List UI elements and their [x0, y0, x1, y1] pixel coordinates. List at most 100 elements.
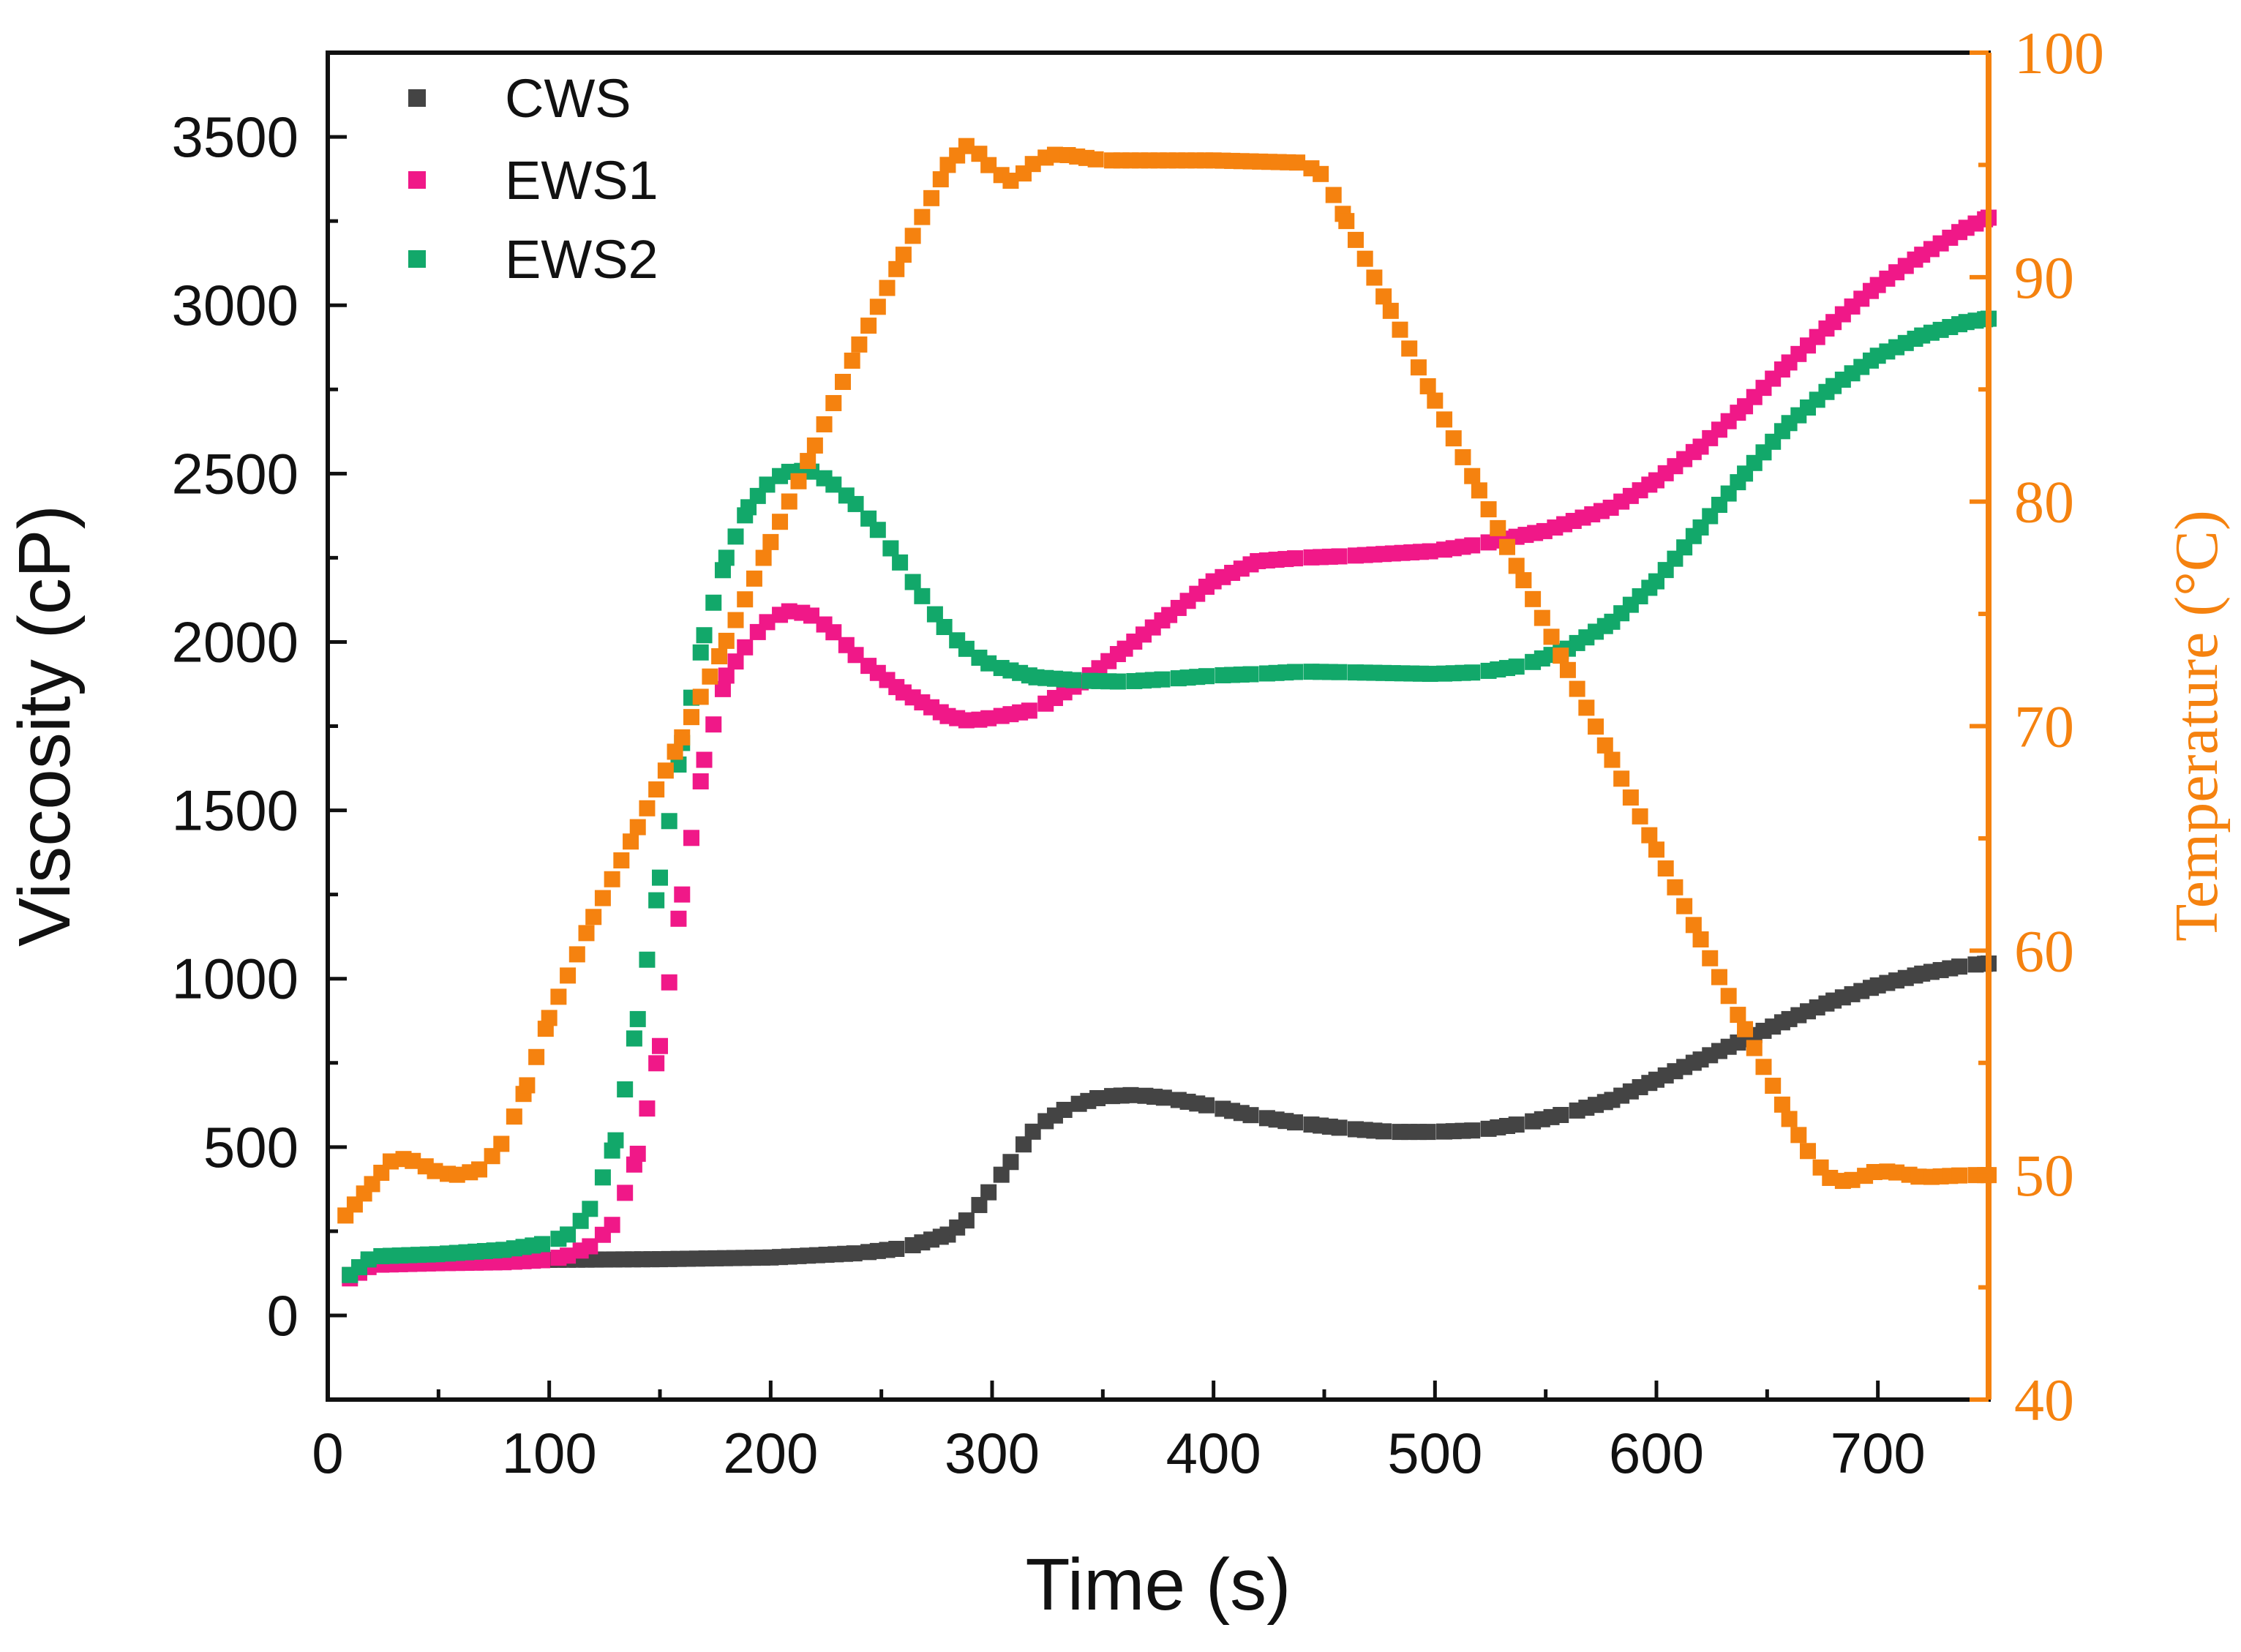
- y2-tick-label: 50: [2014, 1142, 2074, 1209]
- data-point: [1553, 1106, 1569, 1123]
- data-point: [888, 1240, 905, 1257]
- data-point: [825, 394, 842, 411]
- data-point: [1464, 468, 1481, 484]
- data-point: [1356, 250, 1373, 267]
- data-point: [980, 1184, 997, 1201]
- data-point: [1790, 1127, 1807, 1144]
- data-point: [1198, 1097, 1215, 1114]
- data-point: [674, 886, 691, 903]
- data-point: [1641, 827, 1658, 844]
- data-point: [519, 1077, 536, 1094]
- series-cws: [342, 955, 1997, 1283]
- data-point: [762, 533, 779, 550]
- data-point: [617, 1184, 634, 1201]
- series-ews1: [342, 209, 1997, 1287]
- legend-marker-cws: [408, 89, 426, 107]
- data-point: [1613, 770, 1630, 787]
- x-axis-title: Time (s): [1026, 1544, 1291, 1626]
- data-point: [448, 1166, 465, 1183]
- data-point: [1015, 1136, 1032, 1153]
- data-point: [1596, 737, 1613, 754]
- data-point: [1569, 680, 1585, 697]
- y2-axis-title: Temperature (°C): [2163, 510, 2231, 942]
- data-point: [816, 416, 833, 432]
- data-point: [639, 800, 656, 816]
- y2-tick-label: 60: [2014, 917, 2074, 984]
- data-point: [1422, 666, 1438, 683]
- data-point: [737, 639, 754, 656]
- data-point: [1242, 666, 1259, 683]
- data-point: [604, 871, 620, 887]
- data-point: [578, 925, 595, 942]
- data-point: [844, 352, 860, 369]
- data-point: [980, 655, 997, 672]
- data-point: [803, 607, 820, 624]
- series-ews2: [342, 310, 1997, 1283]
- data-point: [1508, 658, 1525, 675]
- data-point: [1198, 668, 1215, 685]
- data-point: [657, 762, 674, 779]
- data-point: [1401, 340, 1418, 357]
- data-point: [888, 260, 905, 277]
- data-point: [1534, 609, 1550, 626]
- series-temperature: [337, 138, 1997, 1224]
- y-axis-title: Viscosity (cP): [4, 505, 86, 947]
- data-point: [1657, 860, 1674, 877]
- data-point: [1002, 173, 1019, 189]
- data-point: [714, 562, 731, 579]
- x-tick-label: 0: [312, 1421, 343, 1485]
- data-point: [958, 640, 975, 657]
- data-point: [1604, 751, 1621, 768]
- data-point: [667, 743, 683, 760]
- x-tick-label: 600: [1609, 1421, 1704, 1485]
- data-point: [1445, 430, 1462, 447]
- data-point: [639, 1100, 656, 1117]
- data-series-layer: [337, 138, 1997, 1287]
- data-point: [696, 751, 713, 768]
- data-point: [582, 1238, 598, 1255]
- data-point: [1508, 557, 1525, 574]
- data-point: [980, 710, 997, 726]
- data-point: [1648, 841, 1664, 858]
- data-point: [629, 819, 646, 836]
- data-point: [914, 587, 931, 604]
- data-point: [1154, 671, 1171, 688]
- legend: CWS EWS1 EWS2: [408, 68, 658, 290]
- data-point: [617, 1081, 634, 1098]
- data-point: [674, 729, 691, 746]
- data-point: [1553, 647, 1569, 664]
- data-point: [582, 1201, 598, 1217]
- data-point: [1765, 1078, 1782, 1095]
- x-tick-label: 300: [945, 1421, 1040, 1485]
- data-point: [560, 1247, 577, 1264]
- data-point: [1325, 187, 1342, 203]
- data-point: [626, 1030, 642, 1047]
- data-point: [1313, 165, 1329, 182]
- data-point: [1685, 917, 1702, 934]
- data-point: [528, 1048, 545, 1065]
- data-point: [1287, 664, 1304, 680]
- data-point: [533, 1236, 550, 1253]
- data-point: [1289, 154, 1306, 171]
- data-point: [360, 1251, 377, 1268]
- data-point: [1471, 482, 1487, 499]
- data-point: [958, 712, 975, 729]
- data-point: [1422, 543, 1438, 560]
- data-point: [1737, 1021, 1754, 1037]
- x-tick-label: 100: [502, 1421, 597, 1485]
- data-point: [718, 632, 735, 649]
- data-point: [904, 228, 921, 244]
- data-point: [652, 1037, 668, 1054]
- y-tick-label: 1000: [171, 947, 299, 1011]
- data-point: [670, 756, 687, 773]
- data-point: [533, 1252, 550, 1269]
- data-point: [1375, 288, 1392, 305]
- data-point: [661, 813, 677, 830]
- data-point: [851, 336, 868, 353]
- data-point: [705, 716, 722, 733]
- data-point: [1490, 519, 1506, 536]
- data-point: [585, 909, 602, 926]
- data-point: [1109, 673, 1126, 690]
- data-point: [1888, 1164, 1905, 1181]
- data-point: [825, 476, 842, 493]
